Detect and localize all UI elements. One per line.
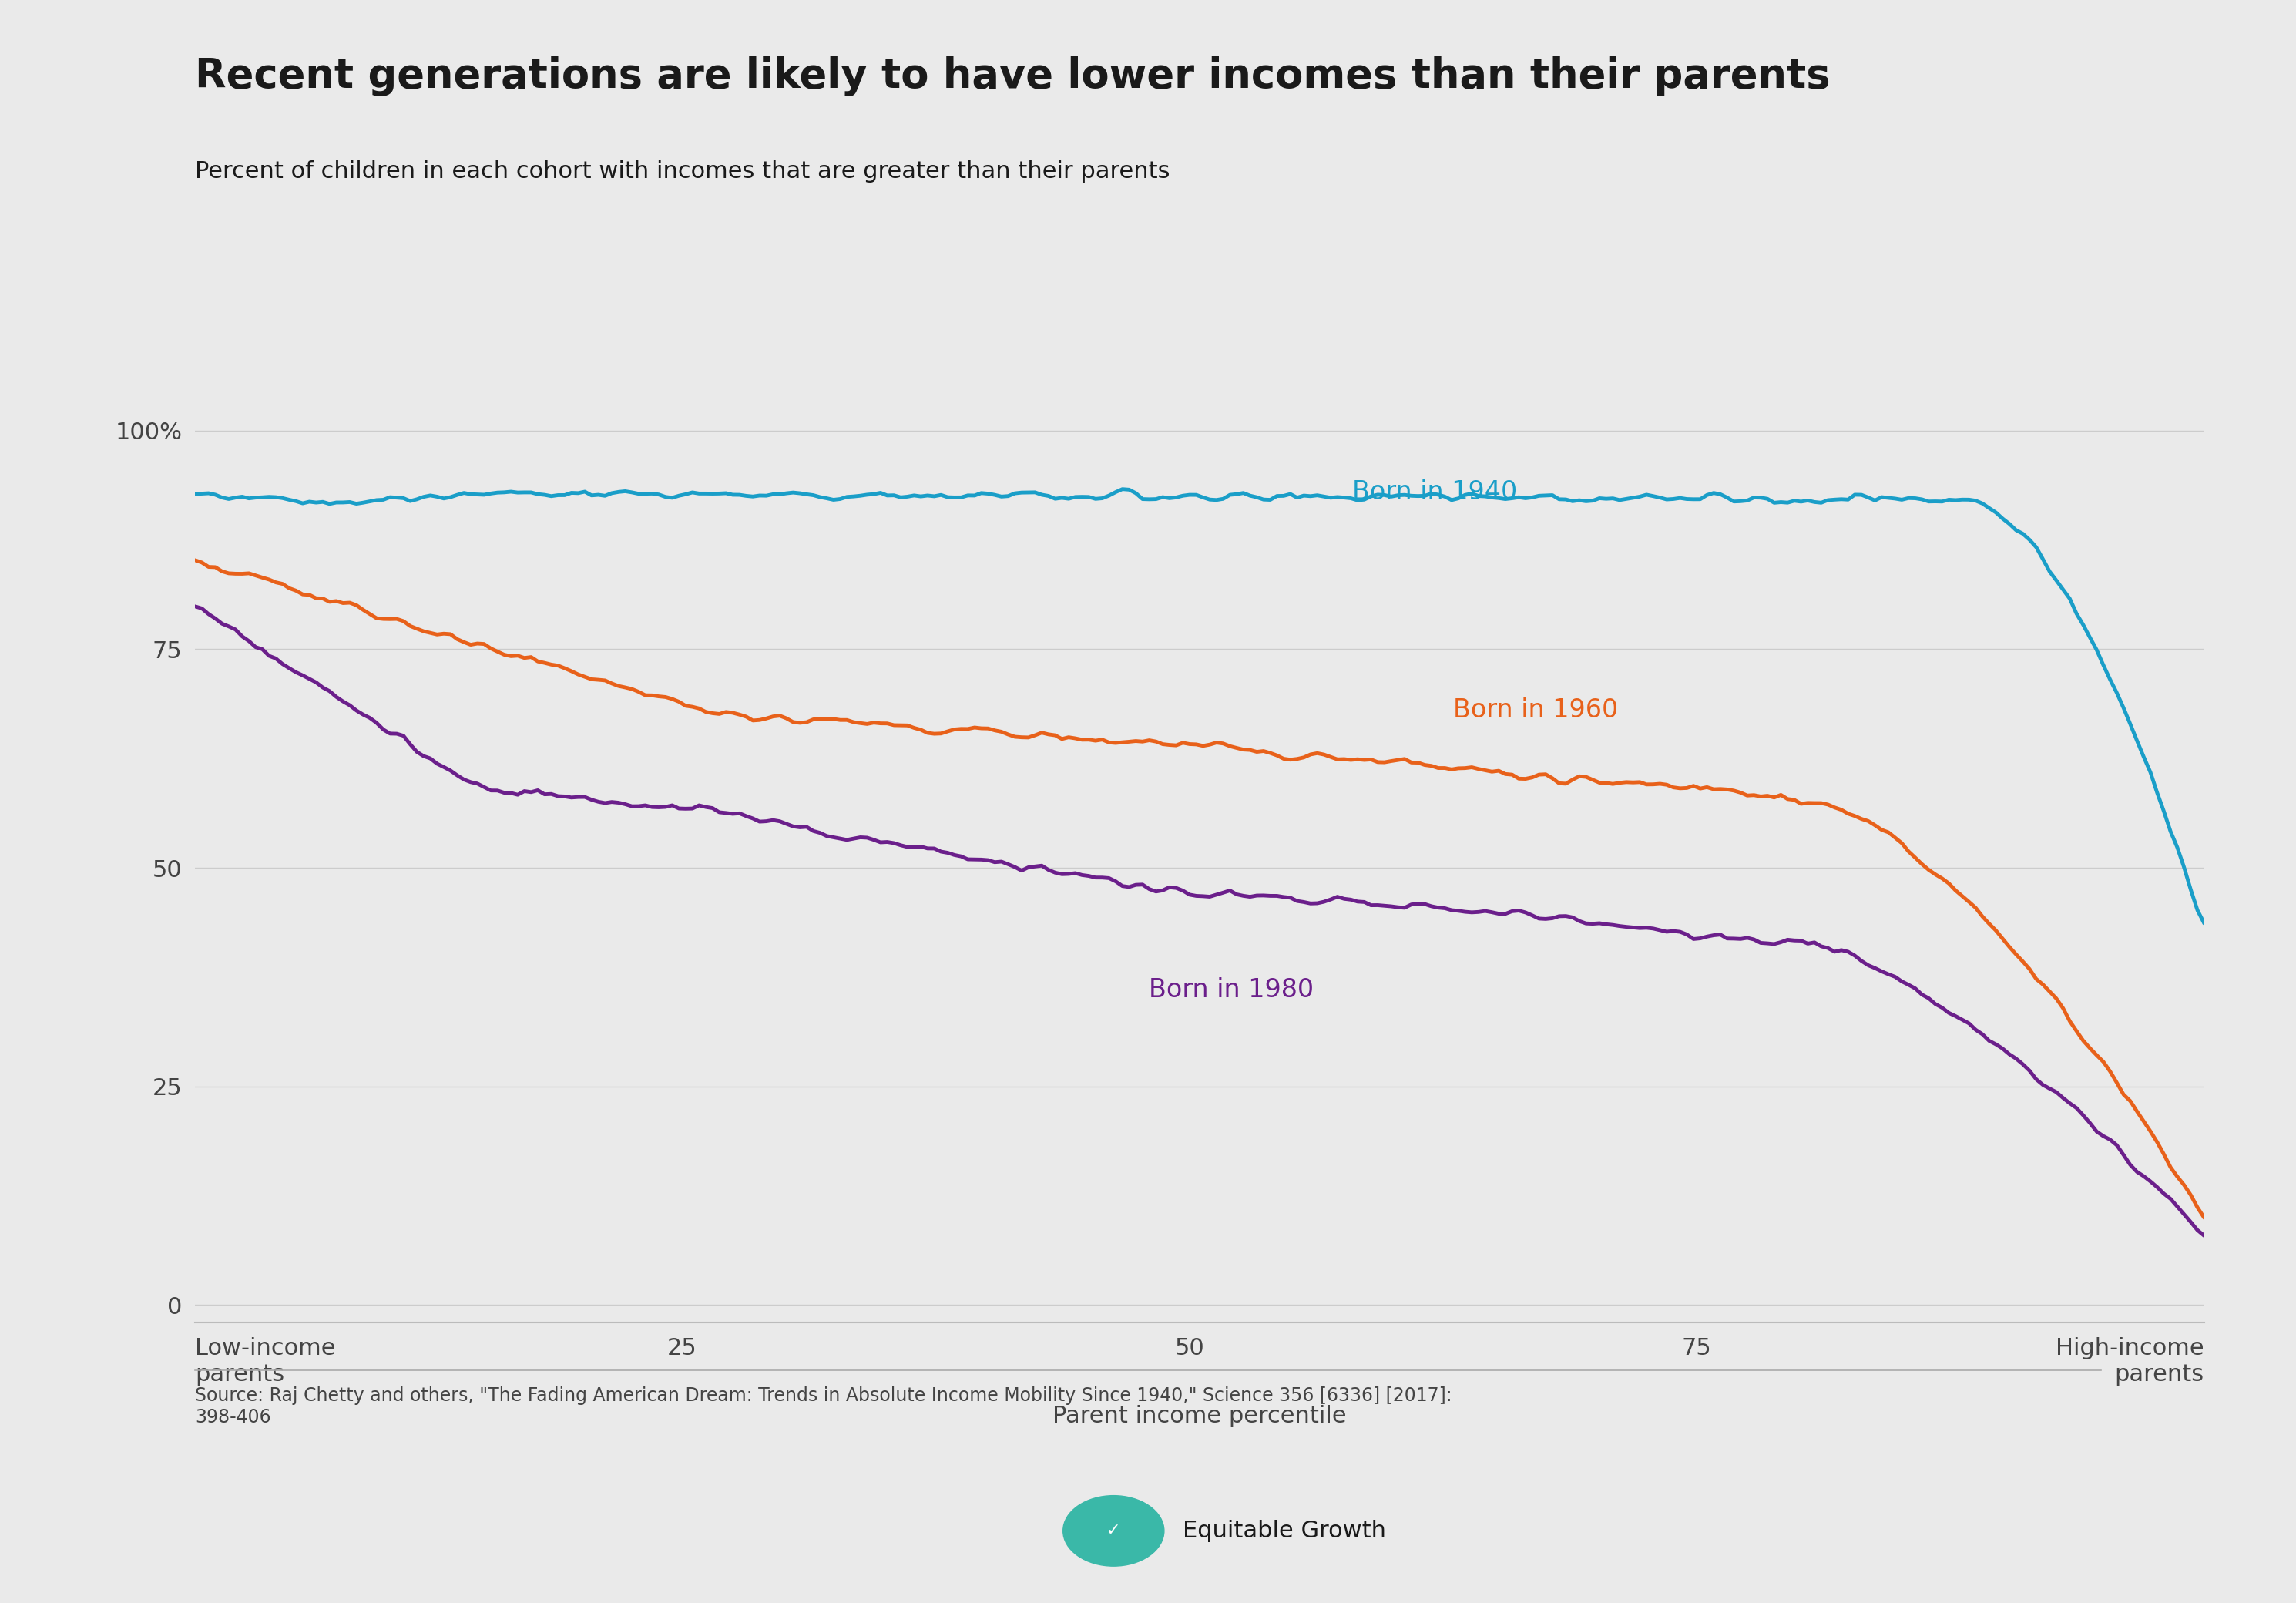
Text: Equitable Growth: Equitable Growth — [1182, 1520, 1387, 1542]
Text: Recent generations are likely to have lower incomes than their parents: Recent generations are likely to have lo… — [195, 56, 1830, 96]
Text: Born in 1980: Born in 1980 — [1148, 978, 1313, 1003]
Text: Source: Raj Chetty and others, "The Fading American Dream: Trends in Absolute In: Source: Raj Chetty and others, "The Fadi… — [195, 1387, 1453, 1427]
Text: ✓: ✓ — [1107, 1523, 1120, 1539]
Text: Percent of children in each cohort with incomes that are greater than their pare: Percent of children in each cohort with … — [195, 160, 1171, 183]
Text: Born in 1940: Born in 1940 — [1352, 479, 1518, 505]
Text: Born in 1960: Born in 1960 — [1453, 697, 1619, 723]
X-axis label: Parent income percentile: Parent income percentile — [1052, 1404, 1348, 1427]
